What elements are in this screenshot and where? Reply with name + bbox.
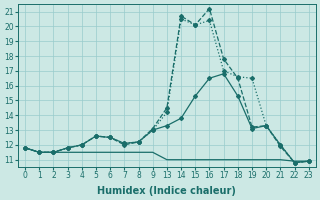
X-axis label: Humidex (Indice chaleur): Humidex (Indice chaleur) bbox=[98, 186, 236, 196]
